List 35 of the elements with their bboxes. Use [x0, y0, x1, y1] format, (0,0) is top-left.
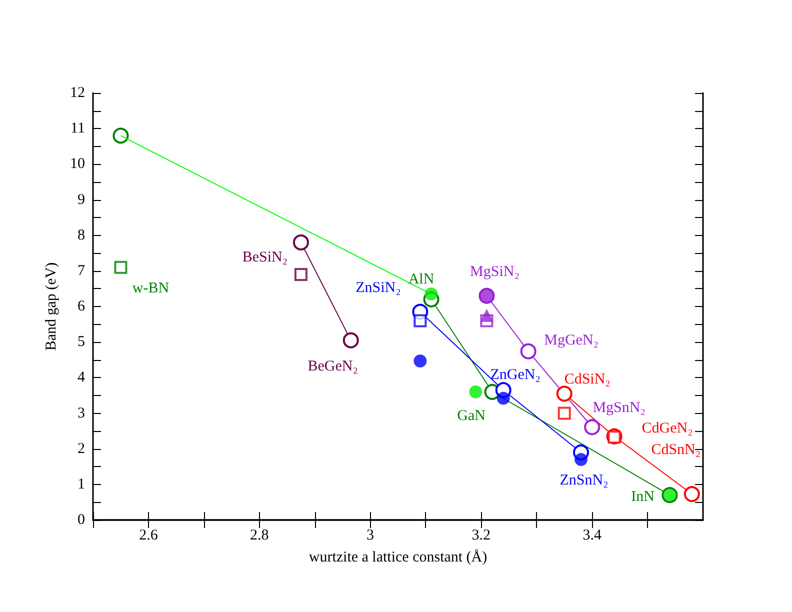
y-tick-label: 12 — [70, 85, 85, 101]
y-tick-label: 3 — [78, 405, 85, 422]
annotation: InN — [631, 489, 655, 506]
y-tick-label: 0 — [78, 512, 85, 528]
annotation: CdSnN₂ — [651, 442, 701, 458]
annotation: GaN — [457, 408, 486, 424]
x-tick-label: 3.4 — [582, 528, 602, 544]
y-tick-label: 4 — [78, 370, 86, 386]
x-tick-label: 2.6 — [139, 528, 158, 544]
y-tick-label: 10 — [70, 156, 85, 172]
y-tick-label: 1 — [78, 476, 85, 492]
y-tick-label: 5 — [78, 334, 85, 350]
y-tick-label: 8 — [78, 227, 85, 244]
x-axis-title: wurtzite a lattice constant (Å) — [308, 548, 488, 566]
annotation: MgSiN₂ — [470, 264, 520, 280]
annotation: w-BN — [132, 280, 170, 296]
annotation: CdGeN₂ — [642, 420, 693, 436]
annotation: BeSiN₂ — [242, 249, 288, 266]
annotation: ZnGeN₂ — [490, 367, 540, 384]
y-tick-label: 2 — [78, 440, 85, 457]
annotation: CdSiN₂ — [564, 372, 610, 388]
annotation: ZnSnN₂ — [560, 472, 608, 489]
annotation: BeGeN₂ — [308, 358, 358, 374]
annotation: ZnSiN₂ — [356, 280, 401, 296]
annotation: MgGeN₂ — [544, 332, 599, 348]
annotation: MgSnN₂ — [592, 400, 646, 416]
y-axis-title: Band gap (eV) — [44, 262, 60, 351]
x-tick-label: 3 — [366, 528, 374, 544]
y-tick-label: 7 — [78, 262, 86, 279]
x-tick-label: 2.8 — [250, 528, 269, 544]
y-tick-label: 6 — [78, 298, 86, 314]
x-tick-label: 3.2 — [472, 528, 491, 544]
annotation: AlN — [408, 271, 434, 288]
y-tick-label: 9 — [78, 192, 85, 208]
y-tick-label: 11 — [70, 120, 85, 137]
